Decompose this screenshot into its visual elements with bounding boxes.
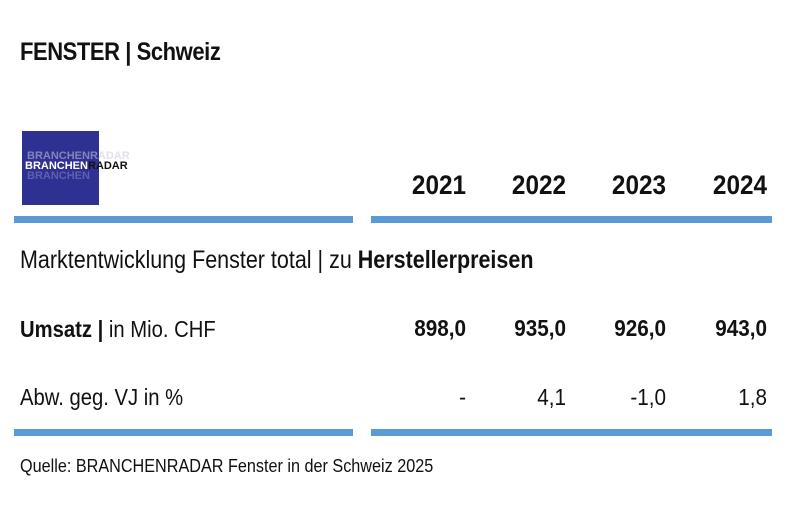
row-label-umsatz-bold: Umsatz | xyxy=(20,316,104,342)
source-note: Quelle: BRANCHENRADAR Fenster in der Sch… xyxy=(20,456,434,476)
abweichung-2021-value: - xyxy=(459,384,466,410)
page-title: FENSTER | Schweiz xyxy=(20,38,221,66)
logo-ghost-text-lower: BRANCHEN xyxy=(27,170,90,182)
umsatz-2022-value: 935,0 xyxy=(514,315,566,341)
divider-bottom-right xyxy=(371,429,772,436)
branchenradar-logo xyxy=(22,131,99,205)
row-label-umsatz-unit: in Mio. CHF xyxy=(103,316,216,342)
umsatz-2024-value: 943,0 xyxy=(715,315,767,341)
divider-top-right xyxy=(371,216,772,223)
subtitle-bold: Herstellerpreisen xyxy=(357,246,534,274)
divider-top-left xyxy=(14,216,353,223)
subtitle-normal: Marktentwicklung Fenster total | zu xyxy=(20,246,358,274)
abweichung-2023-value: -1,0 xyxy=(630,384,666,410)
table-subtitle: Marktentwicklung Fenster total | zu Hers… xyxy=(20,246,533,275)
year-2021-header: 2021 xyxy=(411,170,466,200)
umsatz-2021-value: 898,0 xyxy=(414,315,466,341)
year-2024-header: 2024 xyxy=(712,170,767,200)
divider-bottom-left xyxy=(14,429,353,436)
row-label-umsatz: Umsatz | in Mio. CHF xyxy=(20,316,216,343)
logo-text: BRANCHENRADAR xyxy=(25,160,128,172)
logo-ghost-text: BRANCHENRADAR xyxy=(27,150,130,162)
year-2023-header: 2023 xyxy=(611,170,666,200)
umsatz-2023-value: 926,0 xyxy=(614,315,666,341)
year-2022-header: 2022 xyxy=(511,170,566,200)
abweichung-2024-value: 1,8 xyxy=(738,384,767,410)
logo-text-part-a: BRANCHEN xyxy=(25,160,88,172)
abweichung-2022-value: 4,1 xyxy=(537,384,566,410)
logo-text-part-b: RADAR xyxy=(87,160,128,172)
row-label-abweichung: Abw. geg. VJ in % xyxy=(20,384,184,410)
